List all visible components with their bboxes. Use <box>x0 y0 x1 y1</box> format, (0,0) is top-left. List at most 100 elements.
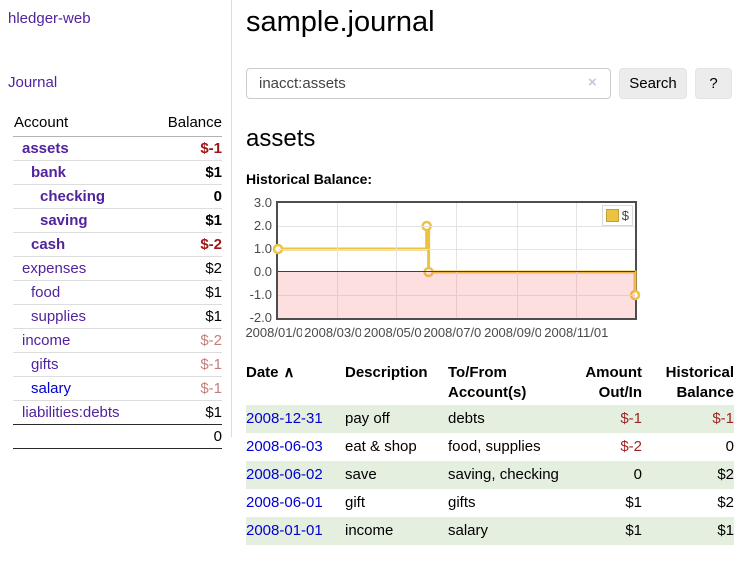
transaction-description: save <box>345 466 377 483</box>
accounts-total-row: 0 <box>13 424 222 449</box>
sidebar-account-link[interactable]: gifts <box>31 356 59 373</box>
chart-gridline <box>576 203 578 318</box>
chart-plot-area: $ <box>272 201 641 320</box>
sidebar-account-link[interactable]: liabilities:debts <box>22 404 120 421</box>
transaction-date-link[interactable]: 2008-06-03 <box>246 438 323 455</box>
x-axis-tick-label: 2008/01/01 <box>243 325 313 340</box>
account-balance: $1 <box>150 208 222 233</box>
account-title: assets <box>246 125 316 152</box>
transaction-accounts: saving, checking <box>448 466 559 483</box>
transaction-accounts: salary <box>448 522 489 539</box>
x-axis-tick-label: 2008/07/01 <box>421 325 491 340</box>
transaction-date-link[interactable]: 2008-01-01 <box>246 522 323 539</box>
legend-label: $ <box>621 208 629 223</box>
sidebar-account-link[interactable]: food <box>31 284 61 301</box>
transaction-description: pay off <box>345 410 390 427</box>
account-row: food $1 <box>13 280 222 305</box>
chart-heading: Historical Balance: <box>246 171 373 187</box>
transaction-amount: $1 <box>625 494 642 511</box>
zero-line <box>278 271 635 272</box>
transaction-accounts: gifts <box>448 494 476 511</box>
sidebar-account-link[interactable]: checking <box>40 188 106 205</box>
register-header-amount: Amount Out/In <box>585 364 642 401</box>
transaction-description: income <box>345 522 394 539</box>
search-button[interactable]: Search <box>619 68 687 99</box>
account-row: cash $-2 <box>13 232 222 257</box>
sidebar-account-link[interactable]: cash <box>31 236 66 253</box>
y-axis-tick-label: 3.0 <box>253 195 272 210</box>
account-balance: $-1 <box>200 140 222 157</box>
chart-gridline <box>278 226 635 227</box>
account-balance: $1 <box>150 160 222 185</box>
account-balance: $-1 <box>150 376 222 401</box>
y-axis-tick-label: 2.0 <box>253 218 272 233</box>
register-row: 2008-06-01 gift gifts $1 $2 <box>246 489 734 517</box>
account-row: income $-2 <box>13 328 222 353</box>
account-balance: $2 <box>150 256 222 281</box>
app-brand-link[interactable]: hledger-web <box>8 10 91 27</box>
account-balance: $-2 <box>150 328 222 353</box>
sidebar-account-link[interactable]: supplies <box>31 308 87 325</box>
legend-swatch-icon <box>605 209 619 222</box>
register-header-date[interactable]: Date ∧ <box>246 364 295 381</box>
accounts-total-value: 0 <box>150 424 222 449</box>
negative-balance-region <box>278 272 635 318</box>
chart-gridline <box>336 203 338 318</box>
transaction-balance: 0 <box>725 438 734 455</box>
historical-balance-chart: $ 3.0 2.0 1.0 0.0 -1.0 -2.0 2008/01/01 2008/03/… <box>243 195 676 347</box>
register-header-account: To/From Account(s) <box>448 364 527 401</box>
account-row: liabilities:debts $1 <box>13 400 222 425</box>
account-balance: 0 <box>150 184 222 209</box>
chart-gridline <box>278 249 635 250</box>
data-point-marker <box>423 266 434 278</box>
sidebar-item-journal[interactable]: Journal <box>8 74 58 91</box>
account-row: checking 0 <box>13 184 222 209</box>
y-axis-tick-label: 1.0 <box>253 241 272 256</box>
register-header-description: Description <box>345 364 428 381</box>
chart-gridline <box>516 203 518 318</box>
sidebar-account-link[interactable]: assets <box>22 140 69 157</box>
transaction-balance: $-1 <box>712 410 734 427</box>
sidebar-account-link[interactable]: bank <box>31 164 67 181</box>
x-axis-tick-label: 2008/05/01 <box>361 325 432 340</box>
transaction-date-link[interactable]: 2008-06-01 <box>246 494 323 511</box>
transaction-balance: $1 <box>717 522 734 539</box>
transaction-amount: $-1 <box>620 410 642 427</box>
chart-legend: $ <box>601 205 633 226</box>
sidebar-account-link[interactable]: salary <box>31 380 72 397</box>
y-axis-tick-label: -2.0 <box>249 310 272 325</box>
accounts-header-account: Account <box>13 112 151 137</box>
register-row: 2008-06-02 save saving, checking 0 $2 <box>246 461 734 489</box>
account-row: expenses $2 <box>13 256 222 281</box>
sidebar-account-link[interactable]: saving <box>40 212 88 229</box>
register-row: 2008-06-03 eat & shop food, supplies $-2 0 <box>246 433 734 461</box>
sidebar: hledger-web Journal Account Balance asse… <box>0 0 232 449</box>
transaction-balance: $2 <box>717 494 734 511</box>
x-axis-tick-label: 2008/09/01 <box>481 325 552 340</box>
register-header-balance: Historical Balance <box>665 364 734 401</box>
help-button[interactable]: ? <box>695 68 732 99</box>
search-form: × Search ? <box>246 68 734 99</box>
y-axis-tick-label: 0.0 <box>253 264 272 279</box>
account-row: salary $-1 <box>13 376 222 401</box>
transaction-description: eat & shop <box>345 438 417 455</box>
account-balance: $-1 <box>150 352 222 377</box>
transaction-date-link[interactable]: 2008-06-02 <box>246 466 323 483</box>
sidebar-account-link[interactable]: income <box>22 332 71 349</box>
chart-gridline <box>396 203 398 318</box>
register-table: Date ∧ Description To/From Account(s) Amo… <box>246 361 734 545</box>
account-balance: $-2 <box>150 232 222 257</box>
transaction-balance: $2 <box>717 466 734 483</box>
register-row: 2008-12-31 pay off debts $-1 $-1 <box>246 405 734 433</box>
accounts-table-body: assets $-1 bank $1 checking 0 saving $1 cash $-2 e… <box>13 137 222 425</box>
clear-search-icon[interactable]: × <box>588 74 597 91</box>
chart-gridline <box>278 295 635 296</box>
transaction-amount: $-2 <box>620 438 642 455</box>
transaction-date-link[interactable]: 2008-12-31 <box>246 410 323 427</box>
page-title: sample.journal <box>246 6 435 38</box>
search-input[interactable] <box>246 68 611 99</box>
accounts-table: Account Balance assets $-1 bank $1 checking 0… <box>13 112 222 449</box>
sidebar-account-link[interactable]: expenses <box>22 260 87 277</box>
account-row: bank $1 <box>13 160 222 185</box>
sort-ascending-icon: ∧ <box>283 364 295 381</box>
